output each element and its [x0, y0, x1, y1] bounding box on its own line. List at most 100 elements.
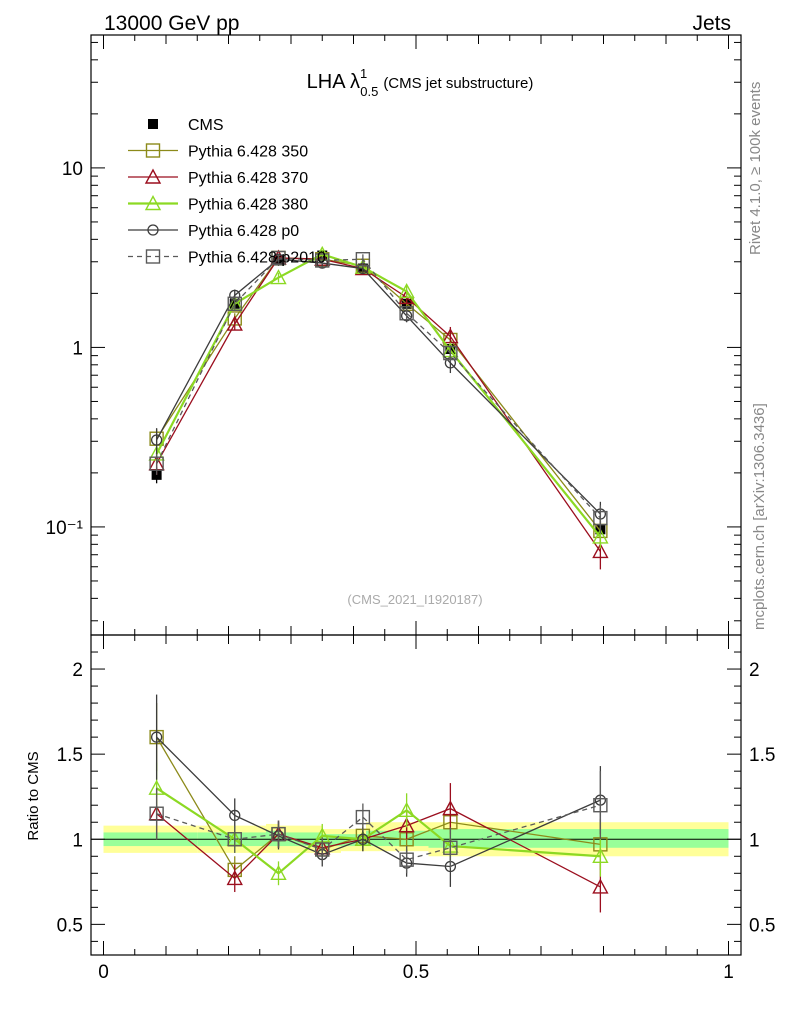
- ratio-y-tick-label-right: 1: [749, 830, 760, 851]
- series-line-p2010: [156, 257, 601, 519]
- legend-entry-p2010: Pythia 6.428 p2010: [128, 249, 326, 267]
- data-point: [442, 800, 459, 816]
- data-point: [271, 250, 286, 266]
- legend-entry-p350: Pythia 6.428 350: [128, 143, 308, 161]
- side-label-top: Rivet 4.1.0, ≥ 100k events: [747, 82, 764, 255]
- series-cms: [151, 250, 606, 538]
- data-point: [150, 434, 163, 446]
- series-line-p380: [155, 253, 602, 538]
- data-point: [592, 528, 609, 544]
- data-point: [229, 809, 241, 822]
- legend-entry-p370: Pythia 6.428 370: [128, 168, 308, 187]
- data-point: [355, 809, 371, 825]
- data-point: [315, 253, 330, 268]
- data-point: [270, 269, 287, 285]
- legend-marker: [148, 119, 158, 129]
- data-point: [593, 510, 608, 526]
- data-point: [398, 817, 415, 833]
- tick-labels: 10 1 10⁻¹ 2 2 1.5 1.5 1 1 0.5 0.5 0 0.5 1: [46, 159, 776, 983]
- series-line-p350: [156, 736, 601, 871]
- title-main: LHA λ: [307, 71, 360, 93]
- ratio-y-tick-label-left: 2: [72, 660, 83, 681]
- legend-marker: [144, 168, 162, 184]
- axis-ticks: [91, 35, 741, 955]
- data-point: [226, 869, 243, 886]
- legend: CMS Pythia 6.428 350 Pythia 6.428 370 Pythi…: [128, 117, 326, 267]
- series-p380: [148, 245, 609, 549]
- data-point: [227, 832, 242, 847]
- ratio-y-tick-label-right: 2: [749, 660, 760, 681]
- series-p350: [149, 250, 608, 545]
- x-tick-label: 0.5: [403, 962, 429, 983]
- ratio-y-tick-label-left: 0.5: [57, 915, 83, 936]
- data-point: [443, 345, 458, 361]
- title-sup: 1: [360, 66, 367, 81]
- series-line-p0: [156, 736, 601, 868]
- data-point: [271, 826, 286, 842]
- legend-marker: [145, 143, 161, 158]
- data-point: [226, 315, 243, 331]
- data-point: [149, 456, 164, 471]
- data-point: [399, 306, 414, 321]
- data-point: [150, 731, 163, 743]
- series-p350: [149, 703, 608, 884]
- header-left: 13000 GeV pp: [104, 12, 239, 35]
- legend-label: Pythia 6.428 p0: [188, 223, 299, 240]
- data-point: [443, 840, 458, 855]
- main-y-tick-label: 1: [72, 338, 83, 359]
- plot-title: LHA λ1 0.5 (CMS jet substructure): [307, 66, 534, 99]
- data-point: [149, 806, 164, 821]
- main-y-tick-label: 10⁻¹: [46, 518, 84, 539]
- legend-label: Pythia 6.428 p2010: [188, 250, 326, 267]
- x-tick-label: 0: [98, 962, 109, 983]
- band-inner: [341, 834, 366, 847]
- series-line-p2010: [156, 804, 601, 861]
- series-p370: [148, 249, 609, 570]
- title-suffix: (CMS jet substructure): [383, 75, 533, 92]
- data-point: [357, 833, 369, 845]
- band-inner: [428, 829, 729, 848]
- data-point: [355, 252, 371, 267]
- legend-marker: [147, 224, 159, 236]
- legend-label: Pythia 6.428 370: [188, 170, 308, 187]
- series-line-p370: [156, 257, 601, 552]
- legend-marker: [144, 195, 162, 211]
- ratio-y-tick-label-left: 1: [72, 830, 83, 851]
- side-label-bottom: mcplots.cern.ch [arXiv:1306.3436]: [751, 403, 768, 630]
- data-point: [227, 296, 242, 311]
- x-tick-label: 1: [723, 962, 734, 983]
- legend-marker: [145, 249, 161, 264]
- title-sub: 0.5: [360, 84, 378, 99]
- legend-entry-cms: CMS: [148, 117, 224, 134]
- ratio-series-group: [148, 694, 609, 913]
- main-y-tick-label: 10: [62, 159, 83, 180]
- ratio-y-tick-label-right: 1.5: [749, 745, 775, 766]
- legend-label: Pythia 6.428 350: [188, 144, 308, 161]
- data-point: [593, 798, 608, 813]
- data-point: [398, 282, 415, 299]
- series-p0: [150, 694, 607, 887]
- band-inner: [322, 834, 341, 847]
- data-point: [592, 847, 609, 863]
- series-p2010: [149, 250, 608, 534]
- data-point: [315, 842, 330, 857]
- watermark: (CMS_2021_I1920187): [347, 592, 482, 607]
- ratio-y-tick-label-left: 1.5: [57, 745, 83, 766]
- series-line-p370: [156, 807, 601, 888]
- main-series-group: [148, 245, 609, 570]
- ratio-y-axis-label: Ratio to CMS: [25, 751, 42, 840]
- series-p0: [150, 253, 607, 529]
- legend-label: Pythia 6.428 380: [188, 197, 308, 214]
- header-right: Jets: [692, 12, 731, 35]
- data-point: [398, 801, 415, 818]
- data-point: [270, 864, 287, 880]
- series-line-p0: [156, 258, 601, 515]
- legend-label: CMS: [188, 117, 224, 134]
- data-point: [592, 542, 609, 559]
- series-p2010: [149, 771, 608, 874]
- ratio-plot-frame: [90, 634, 742, 956]
- ratio-y-tick-label-right: 0.5: [749, 915, 775, 936]
- data-point: [592, 878, 609, 894]
- series-line-p350: [156, 257, 601, 532]
